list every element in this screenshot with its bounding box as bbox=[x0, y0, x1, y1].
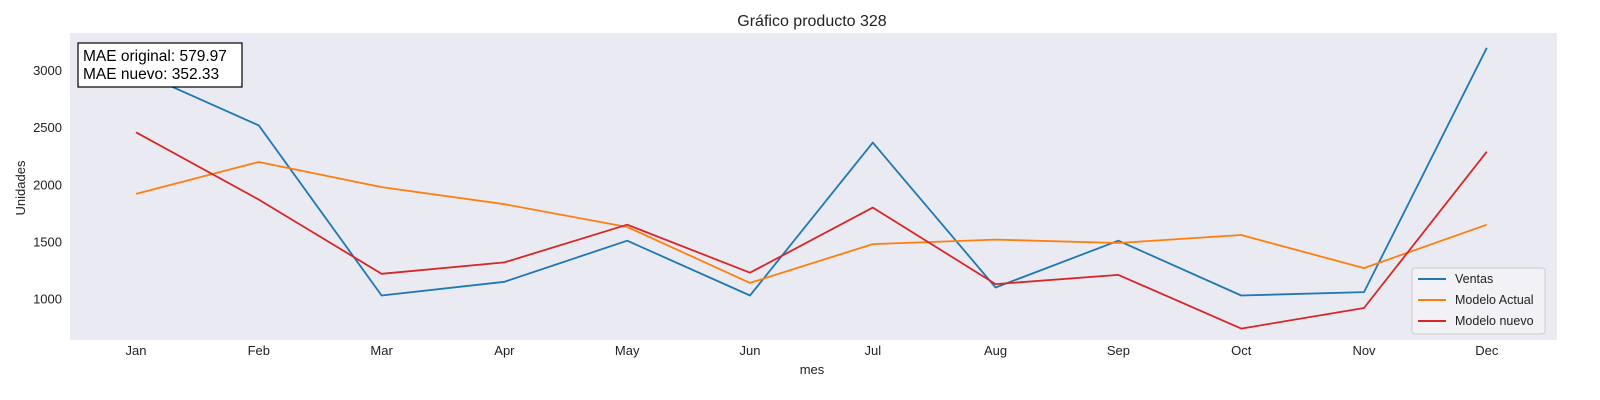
annotation-line-mae-nuevo: MAE nuevo: 352.33 bbox=[83, 66, 219, 83]
legend-label-modelo-nuevo: Modelo nuevo bbox=[1455, 314, 1534, 328]
series-line-modelo-actual bbox=[135, 161, 1488, 284]
y-tick-2500: 2500 bbox=[33, 120, 62, 135]
annotation-line-mae-original: MAE original: 579.97 bbox=[83, 48, 227, 65]
series-line-ventas bbox=[135, 47, 1488, 297]
series-line-modelo-nuevo bbox=[135, 131, 1488, 330]
x-tick-may: May bbox=[615, 343, 640, 358]
legend-label-modelo-actual: Modelo Actual bbox=[1455, 293, 1534, 307]
chart-title: Gráfico producto 328 bbox=[737, 13, 887, 30]
plot-area bbox=[70, 33, 1557, 340]
x-tick-jul: Jul bbox=[864, 343, 881, 358]
x-tick-jan: Jan bbox=[126, 343, 147, 358]
x-axis: Jan Feb Mar Apr May Jun Jul Aug Sep Oct Nov Dec bbox=[126, 343, 1499, 358]
series-layer bbox=[135, 47, 1488, 330]
y-tick-3000: 3000 bbox=[33, 63, 62, 78]
y-tick-1000: 1000 bbox=[33, 291, 62, 306]
metrics-annotation: MAE original: 579.97 MAE nuevo: 352.33 bbox=[77, 42, 243, 88]
x-tick-nov: Nov bbox=[1352, 343, 1376, 358]
y-axis-label: Unidades bbox=[13, 160, 28, 215]
x-tick-oct: Oct bbox=[1231, 343, 1252, 358]
legend-box bbox=[1411, 267, 1546, 335]
x-tick-feb: Feb bbox=[248, 343, 270, 358]
x-tick-sep: Sep bbox=[1107, 343, 1130, 358]
x-tick-jun: Jun bbox=[740, 343, 761, 358]
legend: Ventas Modelo Actual Modelo nuevo bbox=[1411, 267, 1546, 335]
y-tick-2000: 2000 bbox=[33, 177, 62, 192]
x-tick-dec: Dec bbox=[1475, 343, 1499, 358]
y-tick-1500: 1500 bbox=[33, 234, 62, 249]
annotation-box bbox=[77, 42, 243, 88]
x-tick-mar: Mar bbox=[370, 343, 393, 358]
y-axis: 1000 1500 2000 2500 3000 bbox=[33, 63, 62, 306]
x-tick-aug: Aug bbox=[984, 343, 1007, 358]
x-tick-apr: Apr bbox=[494, 343, 515, 358]
legend-label-ventas: Ventas bbox=[1455, 272, 1493, 286]
x-axis-label: mes bbox=[800, 362, 825, 377]
